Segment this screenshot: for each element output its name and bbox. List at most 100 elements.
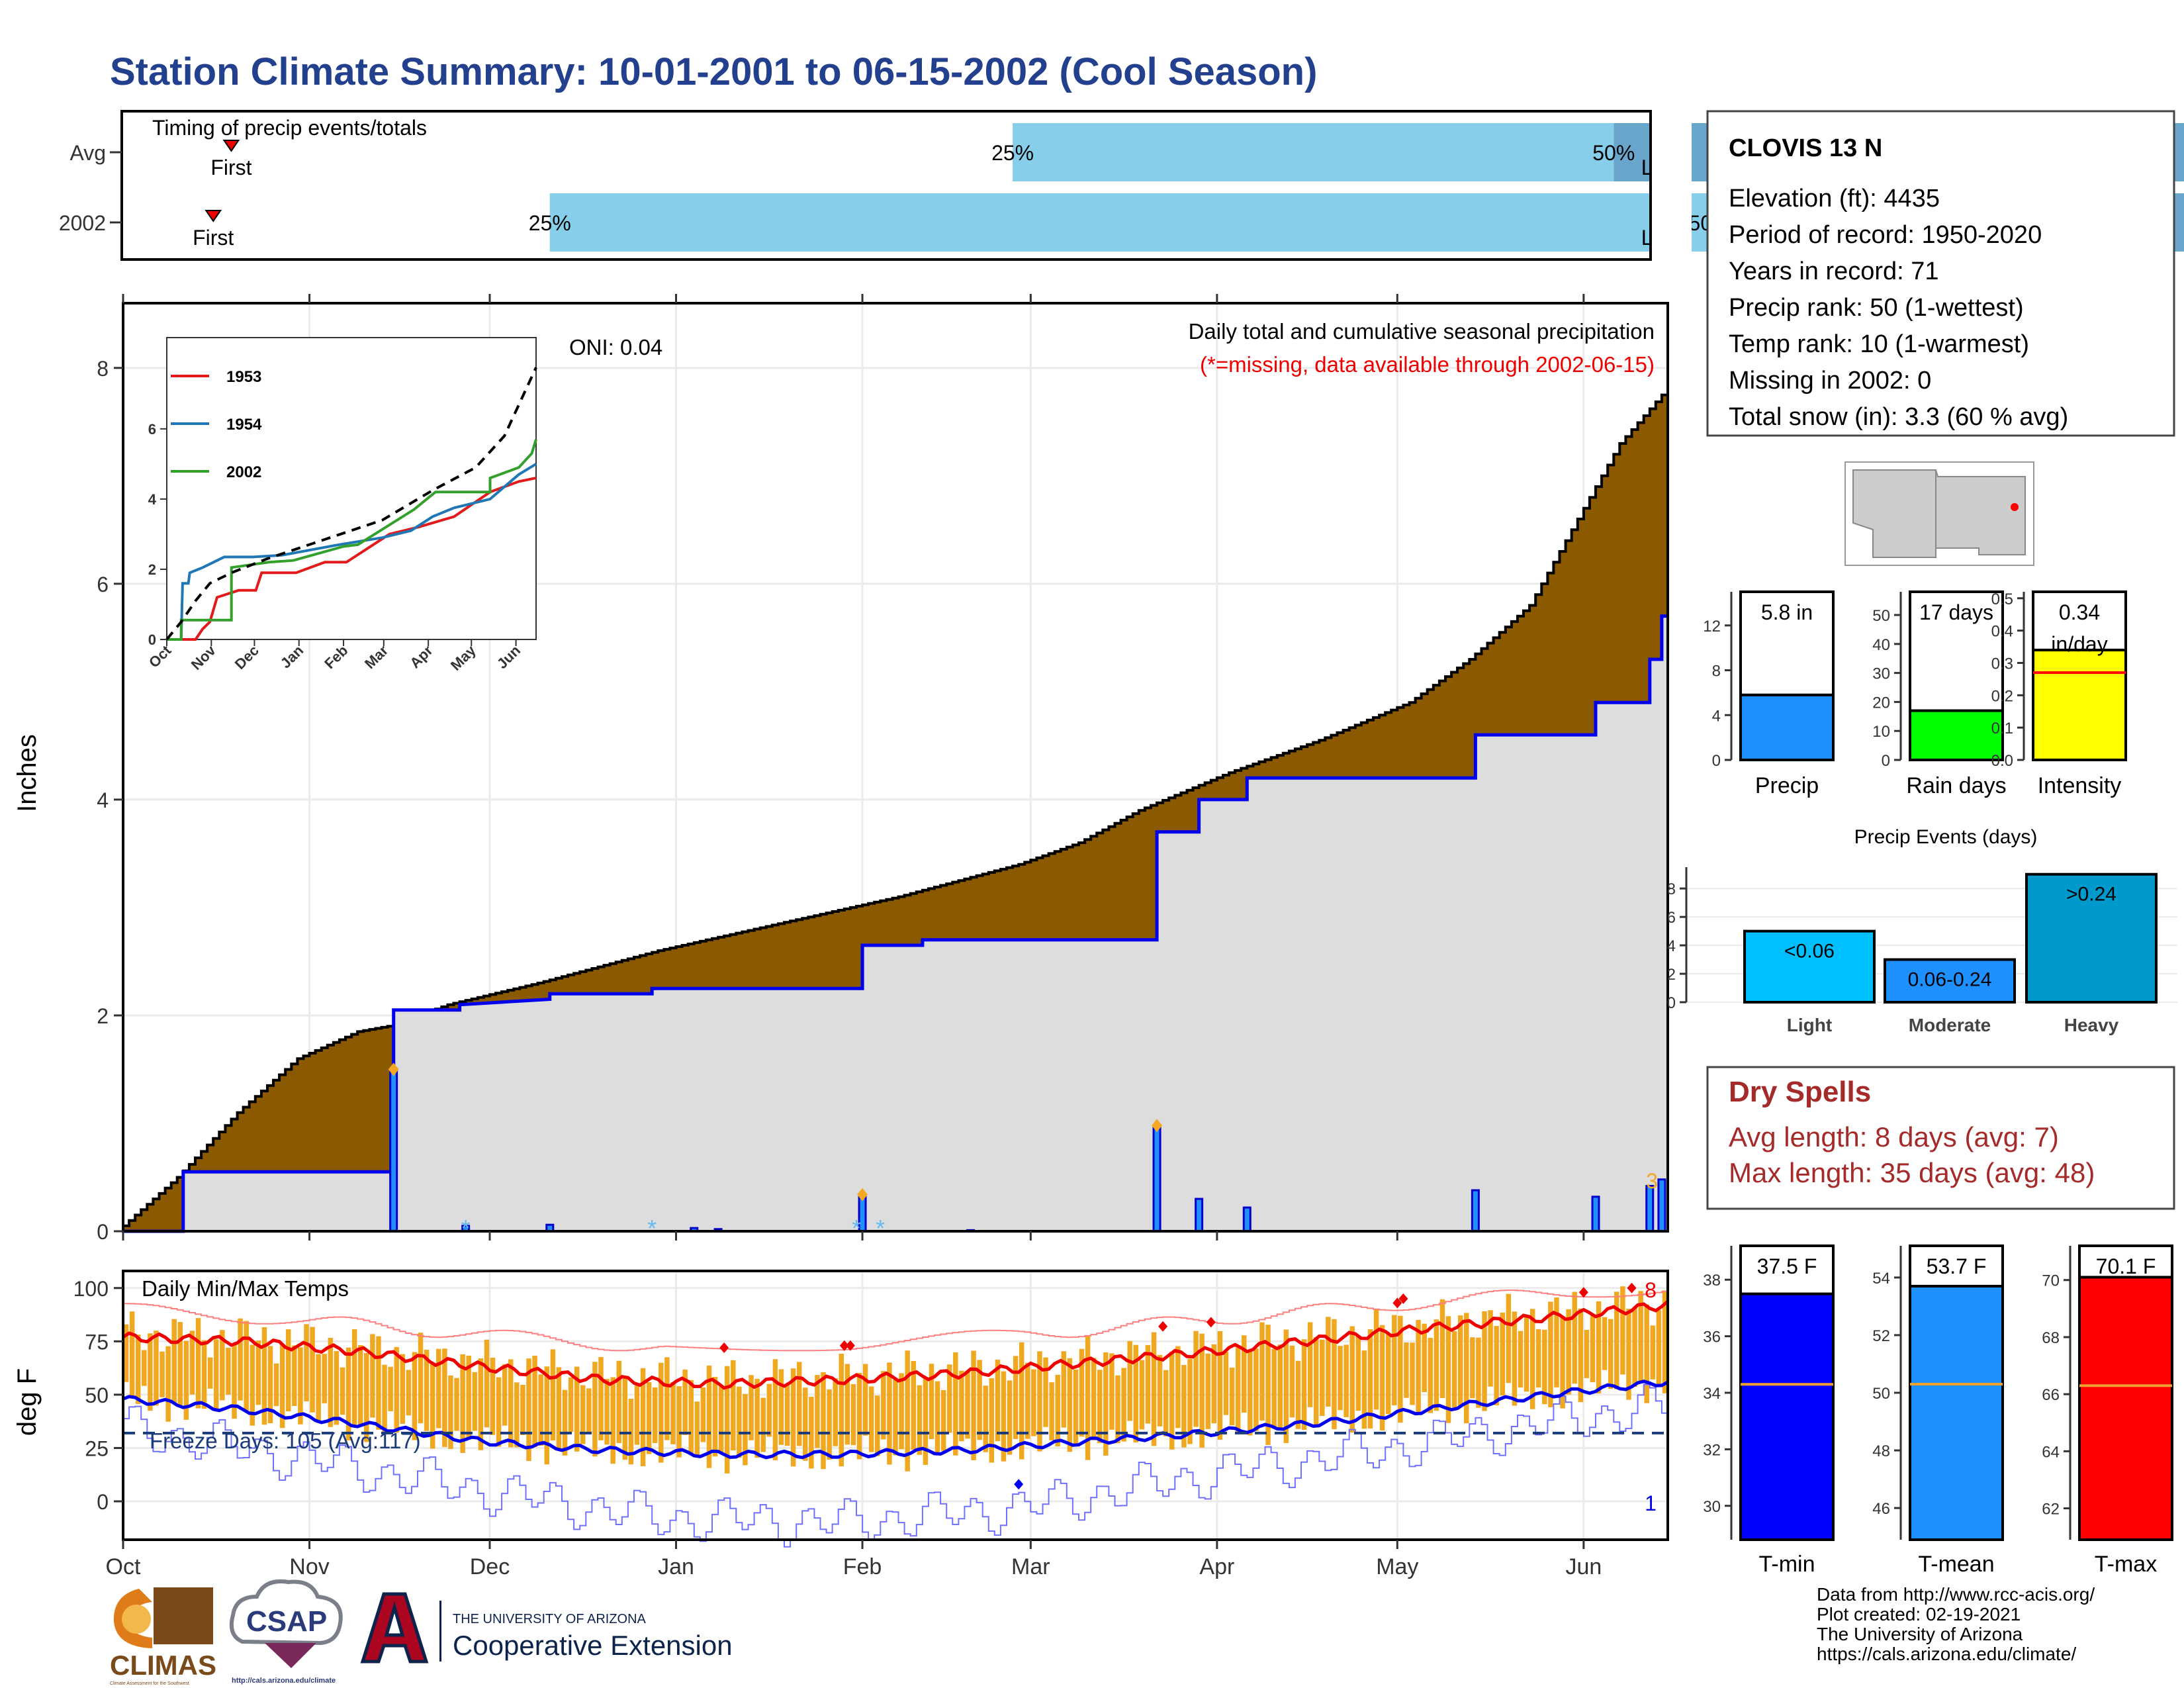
mini-bar [2032, 648, 2127, 762]
daily-temp-bar [766, 1383, 772, 1437]
daily-temp-bar [712, 1377, 718, 1457]
mini-panel-label: T-mean [1918, 1552, 1994, 1577]
record-high-marker [839, 1340, 849, 1351]
daily-temp-bar [1602, 1317, 1608, 1370]
daily-temp-bar [899, 1373, 904, 1450]
daily-temp-bar [743, 1393, 748, 1466]
mini-value-label: 17 days [1919, 600, 1993, 624]
daily-temp-bar [610, 1377, 615, 1464]
daily-temp-bar [273, 1363, 279, 1407]
daily-temp-bar [214, 1339, 219, 1411]
daily-temp-bar [538, 1374, 543, 1446]
daily-temp-bar [394, 1346, 399, 1433]
csap-mountain [265, 1643, 316, 1668]
daily-temp-bar [718, 1386, 724, 1453]
daily-temp-bar [1187, 1358, 1193, 1444]
inset-frame [166, 337, 537, 640]
cumulative-2002-line [123, 614, 1668, 1233]
daily-temp-bar [929, 1364, 934, 1440]
record-high-marker [1578, 1287, 1588, 1298]
daily-temp-bar [514, 1382, 520, 1448]
daily-temp-bar [1548, 1301, 1553, 1407]
daily-temp-bar [496, 1377, 502, 1447]
daily-temp-bar [520, 1384, 525, 1435]
inset-series-line [167, 439, 537, 641]
daily-temp-bar [1626, 1308, 1631, 1400]
events-bar [1884, 958, 2016, 1004]
daily-temp-bar [406, 1370, 412, 1416]
daily-temp-bar [1632, 1307, 1637, 1387]
daily-temp-bar [706, 1365, 712, 1468]
daily-temp-bar [1277, 1344, 1283, 1429]
mini-ytick-label: 52 [1872, 1327, 1890, 1345]
daily-precip-bar [1195, 1197, 1204, 1233]
mini-value-box [1909, 590, 2004, 712]
daily-temp-bar [195, 1318, 201, 1409]
daily-temp-bar [226, 1347, 231, 1395]
mini-ytick-label: 34 [1703, 1385, 1721, 1403]
temps-ytick-label: 100 [73, 1277, 109, 1301]
daily-temp-bar [700, 1387, 706, 1442]
climas-wordmark: CLIMAS [110, 1650, 216, 1681]
daily-temp-bar [1169, 1351, 1175, 1450]
daily-temp-bar [460, 1354, 465, 1453]
mini-panel-label: T-min [1759, 1552, 1815, 1577]
mini-ytick-label: 0.4 [1991, 623, 2013, 641]
daily-temp-bar [154, 1331, 159, 1406]
mini-ytick-label: 0 [1712, 752, 1721, 770]
temps-frame [122, 1270, 1669, 1541]
daily-temp-bar [850, 1383, 856, 1446]
daily-temp-bar [1566, 1309, 1571, 1395]
station-frame [1706, 110, 2175, 437]
daily-temp-bar [1488, 1310, 1493, 1387]
daily-temp-bar [502, 1364, 508, 1426]
daily-temp-bar [694, 1401, 700, 1457]
climas-logo: CLIMAS Climate Assessment for the Southw… [110, 1587, 216, 1686]
daily-temp-bar [1398, 1315, 1403, 1423]
missing-marker: * [461, 1215, 471, 1242]
daily-temp-bar [1025, 1362, 1030, 1439]
record-high-marker [719, 1342, 729, 1353]
timing-first-marker [222, 140, 240, 152]
daily-temp-bar [887, 1362, 892, 1465]
inset-ytick-label: 2 [148, 561, 156, 578]
daily-temp-bar [965, 1370, 970, 1439]
daily-temp-bar [1445, 1316, 1451, 1423]
timing-first-label: First [193, 226, 234, 250]
daily-precip-bar [1657, 1178, 1666, 1233]
daily-temp-bar [1085, 1335, 1091, 1460]
main-precip-panel: Inches * * * * 3 0 2 4 6 8 Daily total and cumulat… [13, 294, 1669, 1244]
daily-temp-bar [1542, 1329, 1547, 1405]
mini-ytick-label: 4 [1712, 707, 1721, 725]
daily-temp-bar [574, 1366, 580, 1452]
daily-temp-bar [1638, 1291, 1643, 1384]
mini-ytick-label: 66 [2042, 1386, 2060, 1404]
mini-ytick-label: 12 [1703, 618, 1721, 635]
main-ytick-label: 4 [97, 788, 109, 812]
daily-temp-bar [1295, 1360, 1301, 1429]
avg-min-line [122, 1380, 1669, 1460]
daily-temp-bar [376, 1336, 381, 1430]
station-info-box: CLOVIS 13 N Elevation (ft): 4435 Period … [1706, 110, 2175, 437]
mini-ytick-label: 50 [1872, 1385, 1890, 1403]
daily-temp-bar [1482, 1311, 1487, 1411]
main-ytick-label: 8 [97, 357, 109, 381]
right-edge-count: 3 [1646, 1169, 1658, 1193]
daily-temp-bar [430, 1364, 435, 1449]
precip-events-panel: Precip Events (days) 0 2 4 6 8 <0.06 Light 0.06… [1667, 826, 2177, 1035]
daily-temp-bar [286, 1329, 291, 1412]
missing-marker: * [647, 1215, 657, 1242]
daily-record-marker [388, 1062, 399, 1076]
daily-temp-bar [827, 1389, 832, 1460]
main-frame [122, 302, 1669, 1233]
daily-temp-bar [1127, 1340, 1132, 1421]
daily-temp-bar [1079, 1348, 1085, 1437]
avg-max-line [122, 1299, 1669, 1390]
mini-ytick-label: 50 [1872, 607, 1890, 625]
events-bar [1743, 929, 1876, 1004]
daily-temp-bar [1464, 1313, 1469, 1424]
inset-legend-label: 1954 [226, 416, 262, 434]
daily-temp-bar [1091, 1358, 1097, 1440]
daily-temp-bar [1133, 1344, 1139, 1442]
record-high-count: 8 [1645, 1278, 1657, 1302]
